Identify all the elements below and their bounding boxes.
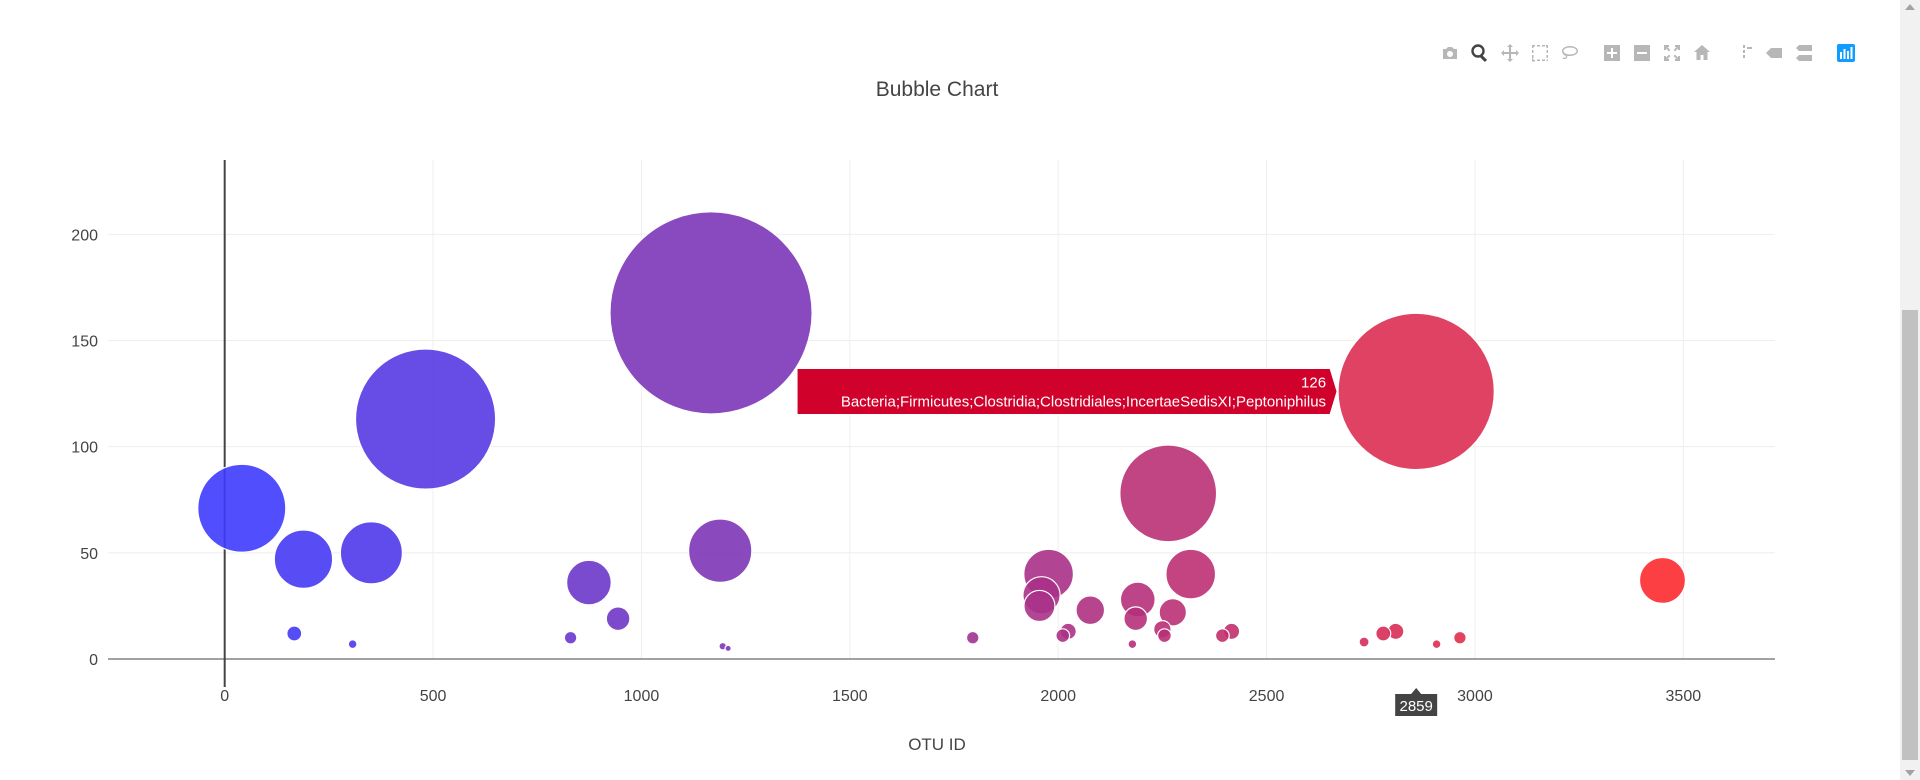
modebar-separator	[1820, 40, 1830, 66]
scroll-up-arrow-icon[interactable]	[1905, 4, 1915, 10]
x-hover-label-box	[1395, 688, 1438, 716]
bubble[interactable]	[347, 639, 358, 650]
x-axis-label: OTU ID	[908, 735, 966, 754]
y-tick-label: 150	[71, 333, 98, 350]
bubble[interactable]	[1453, 630, 1467, 645]
x-tick-label: 3500	[1666, 688, 1702, 705]
zoom-icon[interactable]	[1466, 40, 1494, 66]
bubble[interactable]	[1337, 312, 1495, 471]
modebar-separator	[1718, 40, 1728, 66]
x-tick-label: 2000	[1040, 688, 1076, 705]
zoom-out-icon[interactable]	[1628, 40, 1656, 66]
bubble[interactable]	[1023, 589, 1056, 623]
reset-axes-icon[interactable]	[1688, 40, 1716, 66]
x-hover-label: 2859	[1399, 698, 1432, 715]
bubble[interactable]	[273, 529, 334, 589]
page-scrollbar[interactable]	[1900, 0, 1920, 780]
plotly-logo-icon[interactable]	[1832, 40, 1860, 66]
bubble[interactable]	[286, 625, 303, 642]
bubble[interactable]	[609, 211, 813, 415]
y-tick-label: 200	[71, 227, 98, 244]
hover-compare-icon[interactable]	[1790, 40, 1818, 66]
zoom-in-icon[interactable]	[1598, 40, 1626, 66]
bubble[interactable]	[605, 606, 631, 632]
bubble[interactable]	[566, 559, 612, 606]
bubble[interactable]	[354, 348, 497, 490]
x-tick-label: 2500	[1249, 688, 1285, 705]
bubble[interactable]	[1158, 598, 1188, 627]
bubble[interactable]	[1157, 628, 1172, 644]
hover-closest-icon[interactable]	[1760, 40, 1788, 66]
x-tick-label: 0	[220, 688, 229, 705]
chart-title: Bubble Chart	[876, 78, 999, 101]
bubble[interactable]	[1055, 628, 1071, 644]
y-tick-label: 100	[71, 440, 98, 457]
bubble[interactable]	[1123, 606, 1149, 632]
x-tick-label: 1500	[832, 688, 868, 705]
bubble[interactable]	[339, 521, 403, 585]
bubble[interactable]	[1358, 636, 1370, 648]
bubble[interactable]	[1214, 628, 1230, 644]
hover-layer: 126 Bacteria;Firmicutes;Clostridia;Clostr…	[796, 367, 1438, 716]
axes: 0 500 1000 1500 2000 2500 3000 3500 0 50 100 150 200	[71, 160, 1775, 705]
y-tick-label: 0	[89, 652, 98, 669]
x-tick-label: 3000	[1457, 688, 1493, 705]
x-tick-label: 500	[420, 688, 447, 705]
bubble[interactable]	[687, 518, 753, 583]
bubble[interactable]	[1119, 444, 1218, 543]
modebar-separator	[1586, 40, 1596, 66]
autoscale-icon[interactable]	[1658, 40, 1686, 66]
hover-value: 126	[1301, 374, 1326, 391]
hover-tooltip	[796, 367, 1338, 415]
scroll-thumb[interactable]	[1902, 310, 1918, 760]
y-tick-label: 50	[80, 546, 98, 563]
scroll-down-arrow-icon[interactable]	[1905, 770, 1915, 776]
spike-lines-icon[interactable]	[1730, 40, 1758, 66]
bubble[interactable]	[1127, 639, 1138, 650]
modebar	[1436, 40, 1860, 66]
bubble[interactable]	[563, 630, 578, 645]
bubble[interactable]	[965, 630, 980, 645]
bubble[interactable]	[1165, 548, 1217, 600]
hover-text: Bacteria;Firmicutes;Clostridia;Clostridi…	[841, 393, 1326, 410]
x-tick-label: 1000	[624, 688, 660, 705]
bubble-layer[interactable]	[197, 211, 1687, 653]
bubble[interactable]	[1431, 639, 1442, 650]
bubble[interactable]	[197, 463, 287, 553]
box-select-icon[interactable]	[1526, 40, 1554, 66]
bubble[interactable]	[1075, 595, 1106, 626]
pan-icon[interactable]	[1496, 40, 1524, 66]
bubble[interactable]	[1375, 625, 1392, 642]
bubble[interactable]	[1638, 556, 1687, 604]
camera-icon[interactable]	[1436, 40, 1464, 66]
bubble[interactable]	[724, 644, 732, 653]
lasso-select-icon[interactable]	[1556, 40, 1584, 66]
